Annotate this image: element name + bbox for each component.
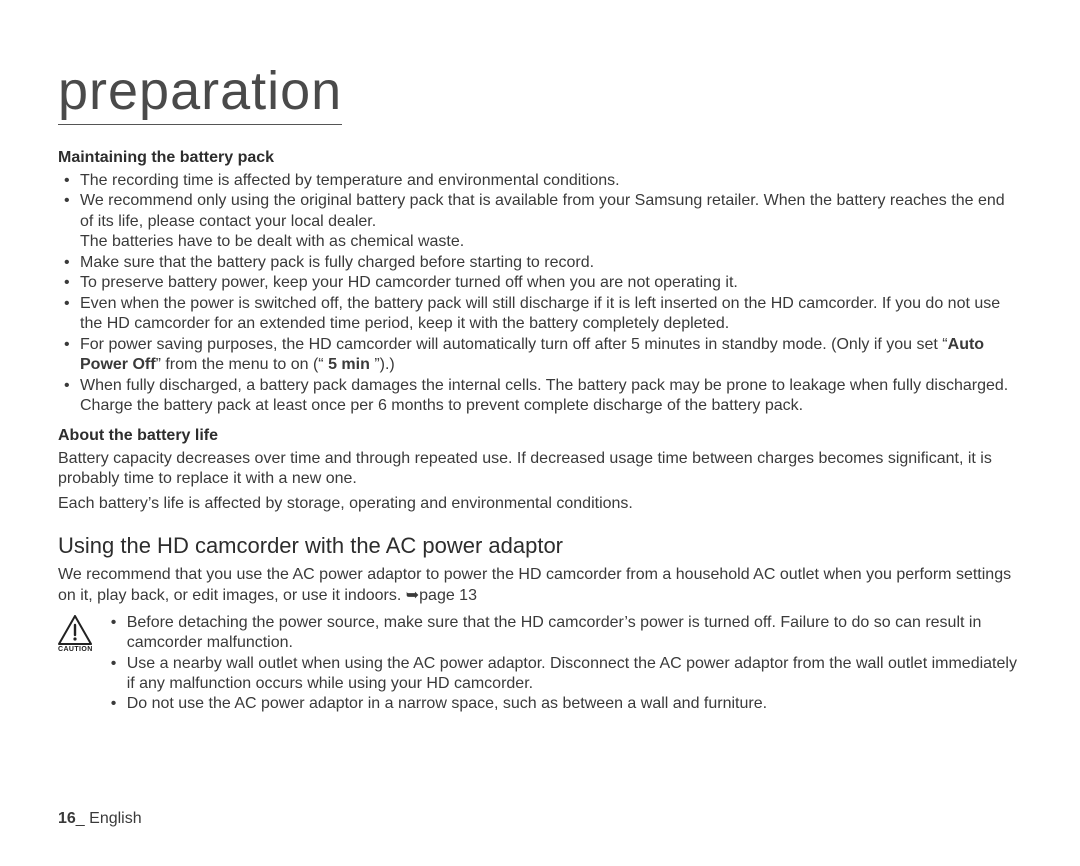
page-ref-arrow-icon: ➥	[406, 587, 419, 604]
page-footer: 16_ English	[58, 810, 142, 828]
list-item: Use a nearby wall outlet when using the …	[105, 654, 1022, 695]
bold-5min: 5 min	[328, 356, 374, 373]
list-item: Even when the power is switched off, the…	[58, 294, 1022, 335]
caution-label: CAUTION	[58, 646, 93, 653]
caution-badge: CAUTION	[58, 615, 93, 653]
footer-sep: _	[76, 810, 89, 827]
paragraph: Battery capacity decreases over time and…	[58, 449, 1022, 491]
heading-about-battery-life: About the battery life	[58, 427, 1022, 445]
paragraph: We recommend that you use the AC power a…	[58, 565, 1022, 607]
list-item: When fully discharged, a battery pack da…	[58, 376, 1022, 417]
page-number: 16	[58, 810, 76, 827]
text: For power saving purposes, the HD camcor…	[80, 336, 948, 353]
text: ” from the menu to on (“	[156, 356, 329, 373]
caution-block: CAUTION Before detaching the power sourc…	[58, 613, 1022, 715]
list-item: We recommend only using the original bat…	[58, 191, 1022, 252]
heading-maintaining-battery: Maintaining the battery pack	[58, 149, 1022, 167]
page-ref: page 13	[419, 587, 477, 604]
maintaining-battery-list: The recording time is affected by temper…	[58, 171, 1022, 417]
list-item: Before detaching the power source, make …	[105, 613, 1022, 654]
list-item: To preserve battery power, keep your HD …	[58, 273, 1022, 293]
list-item: The recording time is affected by temper…	[58, 171, 1022, 191]
heading-ac-adaptor: Using the HD camcorder with the AC power…	[58, 533, 1022, 559]
caution-list: Before detaching the power source, make …	[105, 613, 1022, 715]
page-title: preparation	[58, 60, 342, 125]
text: We recommend that you use the AC power a…	[58, 566, 1011, 604]
paragraph: Each battery’s life is affected by stora…	[58, 494, 1022, 515]
list-item: Make sure that the battery pack is fully…	[58, 253, 1022, 273]
footer-lang: English	[89, 810, 141, 827]
list-item: Do not use the AC power adaptor in a nar…	[105, 694, 1022, 714]
text: ”).)	[374, 356, 394, 373]
caution-triangle-icon	[58, 615, 92, 645]
list-item: For power saving purposes, the HD camcor…	[58, 335, 1022, 376]
